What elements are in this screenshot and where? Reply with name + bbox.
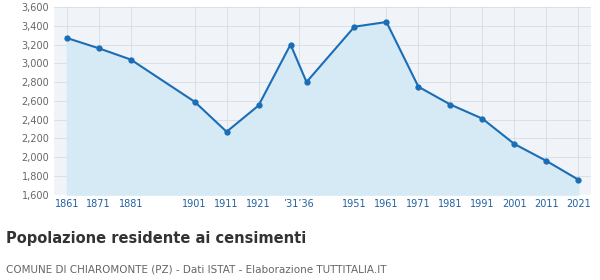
Text: Popolazione residente ai censimenti: Popolazione residente ai censimenti — [6, 231, 306, 246]
Text: COMUNE DI CHIAROMONTE (PZ) - Dati ISTAT - Elaborazione TUTTITALIA.IT: COMUNE DI CHIAROMONTE (PZ) - Dati ISTAT … — [6, 265, 386, 275]
